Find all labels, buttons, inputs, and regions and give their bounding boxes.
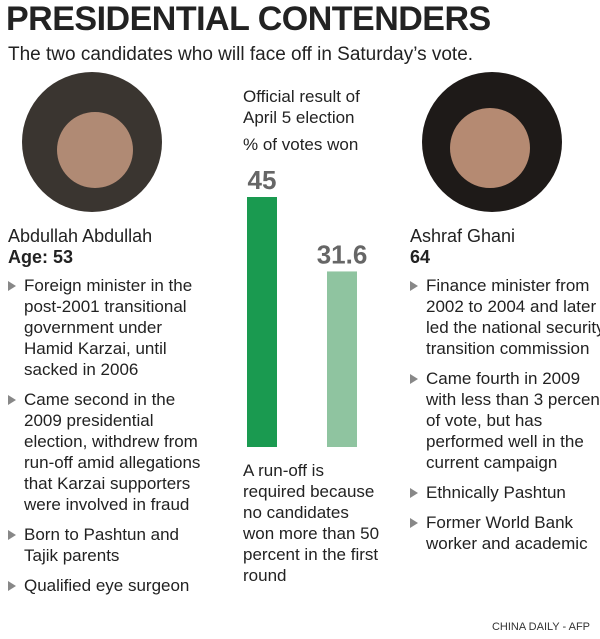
subtitle: The two candidates who will face off in …: [8, 44, 474, 65]
bullet-list: Foreign minister in the post-2001 transi…: [8, 275, 214, 605]
candidate-age: Age: 53: [8, 247, 74, 267]
candidate-age: 64: [410, 247, 431, 267]
bullet: Came second in the 2009 presidential ele…: [8, 389, 214, 515]
chart-title: Official result of April 5 election: [243, 87, 360, 127]
bar: [327, 271, 357, 447]
bullet: Qualified eye surgeon: [8, 575, 214, 596]
bullet: Ethnically Pashtun: [410, 482, 600, 503]
annotation: A run-off is required because no candida…: [243, 461, 380, 585]
bullet: Born to Pashtun and Tajik parents: [8, 524, 214, 566]
bullet-list: Finance minister from 2002 to 2004 and l…: [410, 275, 600, 563]
bullet: Came fourth in 2009 with less than 3 per…: [410, 368, 600, 473]
title: PRESIDENTIAL CONTENDERS: [6, 0, 491, 38]
bullet: Foreign minister in the post-2001 transi…: [8, 275, 214, 380]
bullet: Finance minister from 2002 to 2004 and l…: [410, 275, 600, 359]
candidate-name: Ashraf Ghani: [410, 226, 516, 246]
credit: CHINA DAILY - AFP: [491, 621, 590, 633]
value-label: 31.6: [317, 239, 368, 269]
bar: [247, 197, 277, 447]
photo-face: [57, 112, 133, 188]
candidate-name: Abdullah Abdullah: [8, 226, 153, 246]
value-label: 45: [248, 165, 277, 195]
bullet: Former World Bank worker and academic: [410, 512, 600, 554]
chart-subtitle: % of votes won: [243, 135, 359, 154]
photo-face: [450, 108, 530, 188]
